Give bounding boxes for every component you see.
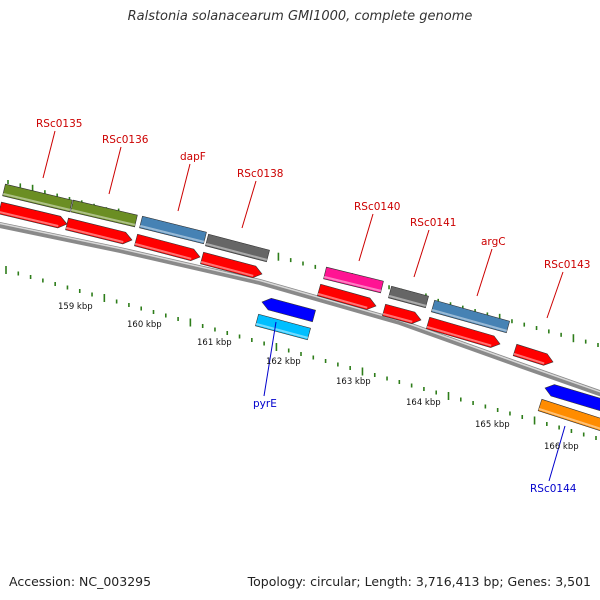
gene-box-rsc0140	[323, 266, 384, 294]
map-title: Ralstonia solanacearum GMI1000, complete…	[127, 9, 473, 24]
backbone-highlight	[0, 222, 600, 393]
leader-line-dapf	[177, 163, 191, 212]
gene-box-rsc0138	[205, 233, 270, 263]
scale-label: 159 kbp	[58, 302, 93, 312]
backbone-line	[0, 221, 600, 397]
leader-line-rsc0138	[241, 180, 257, 229]
scale-label: 161 kbp	[197, 338, 232, 348]
leader-line-rsc0144	[548, 425, 566, 482]
genome-summary-text: Topology: circular; Length: 3,716,413 bp…	[247, 574, 591, 589]
cds-arrow-rsc0141	[382, 303, 422, 325]
gene-box-rsc0136	[70, 199, 138, 228]
gene-label-rsc0140: RSc0140	[354, 201, 400, 213]
scale-label: 162 kbp	[266, 357, 301, 367]
cds-arrow-rsc0144	[544, 384, 600, 411]
gene-label-rsc0136: RSc0136	[102, 134, 149, 146]
gene-box-rsc0135	[2, 183, 73, 213]
cds-arrow-rsc0138	[200, 251, 263, 279]
scale-labels: 159 kbp 160 kbp 161 kbp 162 kbp 163 kbp 164 k…	[58, 302, 579, 452]
genome-backbone	[0, 221, 600, 397]
cds-arrow-rsc0143	[512, 343, 554, 366]
gene-label-rsc0141: RSc0141	[410, 217, 456, 229]
gene-label-argc: argC	[481, 236, 506, 248]
leader-line-rsc0136	[108, 146, 122, 195]
cds-arrow-pyre	[261, 297, 316, 323]
gene-box-dapf	[139, 215, 207, 245]
gene-label-rsc0143: RSc0143	[544, 259, 590, 271]
leader-line-rsc0143	[546, 271, 564, 319]
gene-label-dapf: dapF	[180, 151, 206, 163]
cds-arrow-dapf	[134, 233, 201, 262]
gene-label-rsc0144: RSc0144	[530, 483, 577, 495]
leader-line-pyre	[263, 321, 277, 397]
cds-arrow-rsc0140	[317, 283, 377, 310]
leader-line-argc	[476, 248, 493, 297]
leader-line-rsc0141	[413, 229, 430, 278]
gene-box-rsc0144	[537, 398, 600, 431]
gene-box-argc	[431, 299, 510, 334]
leader-line-rsc0140	[358, 213, 374, 262]
cds-arrow-rsc0135	[0, 201, 68, 229]
cds-arrow-argc	[425, 316, 501, 348]
gene-label-pyre: pyrE	[253, 398, 277, 410]
scale-label: 160 kbp	[127, 320, 162, 330]
gene-labels: RSc0135 RSc0136 dapF RSc0138 RSc0140 RSc0141 a…	[36, 118, 590, 495]
gene-box-pyre	[255, 313, 311, 341]
gene-box-rsc0141	[388, 285, 429, 309]
leader-line-rsc0135	[42, 130, 56, 179]
accession-text: Accession: NC_003295	[9, 574, 152, 589]
scale-label: 163 kbp	[336, 377, 371, 387]
scale-label: 166 kbp	[544, 442, 579, 452]
gene-label-rsc0138: RSc0138	[237, 168, 283, 180]
gene-label-rsc0135: RSc0135	[36, 118, 82, 130]
gene-features	[0, 183, 600, 431]
scale-label: 164 kbp	[406, 398, 441, 408]
label-leader-lines	[42, 130, 566, 482]
scale-label: 165 kbp	[475, 420, 510, 430]
cds-arrow-rsc0136	[65, 217, 133, 245]
